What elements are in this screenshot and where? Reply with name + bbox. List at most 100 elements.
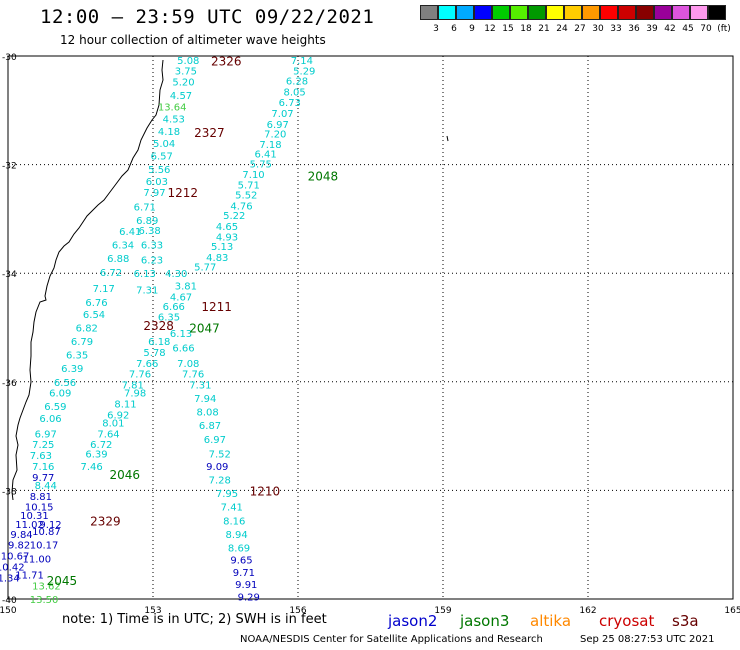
swh-value: 6.97 [204, 435, 226, 446]
swh-value: 6.97 [35, 429, 57, 440]
swh-value: 6.41 [119, 227, 141, 238]
swh-value: 9.82 [8, 541, 30, 552]
swh-value: 3.81 [175, 282, 197, 293]
swh-value: 7.95 [216, 489, 238, 500]
latitude-tick-label: -34 [2, 270, 17, 280]
swh-value: 7.31 [189, 381, 211, 392]
swh-value: 7.46 [81, 462, 103, 473]
color-swatch [672, 5, 690, 20]
pass-label: 2329 [90, 514, 121, 528]
footer-timestamp: Sep 25 08:27:53 UTC 2021 [580, 634, 715, 645]
color-scale-label: 6 [451, 24, 457, 34]
swh-value: 7.94 [194, 394, 216, 405]
swh-value: 7.64 [97, 429, 119, 440]
map-frame [7, 55, 734, 600]
swh-value: 7.81 [122, 381, 144, 392]
longitude-tick-label: 162 [579, 606, 596, 616]
swh-value: 7.31 [136, 285, 158, 296]
swh-value: 5.22 [223, 211, 245, 222]
swh-value: 6.76 [85, 298, 107, 309]
pass-label: 2045 [47, 574, 78, 588]
latitude-tick-label: -32 [2, 162, 17, 172]
pass-label: 2328 [143, 319, 174, 333]
swh-value: 6.73 [279, 98, 301, 109]
pass-label: 2327 [194, 126, 225, 140]
swh-value: 11.00 [23, 554, 52, 565]
swh-value: 7.63 [30, 451, 52, 462]
color-swatch [636, 5, 654, 20]
swh-value: 11.02 [15, 520, 44, 531]
pass-label: 1212 [168, 186, 199, 200]
swh-value: 7.10 [242, 170, 264, 181]
legend-jason2: jason2 [388, 612, 438, 630]
swh-value: 7.41 [221, 503, 243, 514]
swh-value: 7.14 [291, 56, 313, 67]
swh-value: 7.98 [124, 389, 146, 400]
color-scale-label: 70 [700, 24, 712, 34]
swh-value: 7.76 [129, 370, 151, 381]
swh-value: 8.44 [35, 481, 57, 492]
swh-value: 6.54 [83, 310, 105, 321]
swh-value: 8.81 [30, 492, 52, 503]
color-swatch [618, 5, 636, 20]
coastline [11, 59, 164, 501]
pass-label: 2048 [308, 169, 339, 183]
swh-value: 6.59 [44, 402, 66, 413]
swh-value: 13.62 [32, 581, 61, 592]
longitude-tick-label: 156 [289, 606, 306, 616]
swh-value: 4.83 [206, 253, 228, 264]
swh-value: 5.71 [238, 181, 260, 192]
swh-value: 7.20 [264, 130, 286, 141]
color-scale-label: 21 [538, 24, 550, 34]
swh-value: 7.76 [182, 370, 204, 381]
swh-value: 6.13 [134, 269, 156, 280]
swh-value: 6.34 [112, 240, 134, 251]
color-scale-label: 33 [610, 24, 622, 34]
swh-value: 5.77 [194, 263, 216, 274]
color-scale-label: 42 [664, 24, 676, 34]
swh-value: 5.08 [177, 56, 199, 67]
swh-value: 6.35 [66, 351, 88, 362]
swh-value: 4.18 [158, 127, 180, 138]
legend-altika: altika [530, 612, 572, 630]
pass-label: 1211 [201, 300, 232, 314]
color-scale-label: 27 [574, 24, 586, 34]
chart-subtitle: 12 hour collection of altimeter wave hei… [60, 33, 326, 47]
legend-jason3: jason3 [460, 612, 510, 630]
swh-value: 6.71 [134, 202, 156, 213]
color-swatch [528, 5, 546, 20]
swh-value: 6.39 [85, 449, 107, 460]
swh-value: 4.93 [216, 232, 238, 243]
swh-value: 13.50 [30, 595, 59, 606]
swh-value: 4.76 [230, 201, 252, 212]
swh-value: 9.09 [206, 462, 228, 473]
swh-value: 5.29 [293, 67, 315, 78]
swh-value: 8.01 [102, 419, 124, 430]
footer-credit: NOAA/NESDIS Center for Satellite Applica… [240, 634, 543, 645]
latitude-tick-label: -30 [2, 53, 17, 63]
swh-value: 11.34 [0, 573, 20, 584]
pass-label: 2047 [189, 322, 220, 336]
swh-value: 5.75 [250, 160, 272, 171]
color-swatch [690, 5, 708, 20]
legend-s3a: s3a [672, 612, 699, 630]
swh-value: 4.57 [170, 91, 192, 102]
color-scale-label: (ft) [717, 24, 731, 34]
longitude-tick-label: 150 [0, 606, 17, 616]
swh-value: 6.89 [136, 216, 158, 227]
swh-value: 9.12 [39, 520, 61, 531]
swh-value: 7.18 [259, 140, 281, 151]
swh-value: 6.38 [139, 226, 161, 237]
swh-value: 10.42 [0, 562, 25, 573]
swh-value: 6.57 [151, 151, 173, 162]
color-scale-label: 24 [556, 24, 568, 34]
swh-value: 6.41 [255, 150, 277, 161]
color-swatch [600, 5, 618, 20]
color-swatch [654, 5, 672, 20]
swh-value: 6.18 [148, 337, 170, 348]
swh-value: 7.52 [209, 449, 231, 460]
swh-value: 6.88 [107, 254, 129, 265]
swh-value: 6.66 [163, 302, 185, 313]
swh-value: 6.23 [141, 256, 163, 267]
color-swatch [492, 5, 510, 20]
